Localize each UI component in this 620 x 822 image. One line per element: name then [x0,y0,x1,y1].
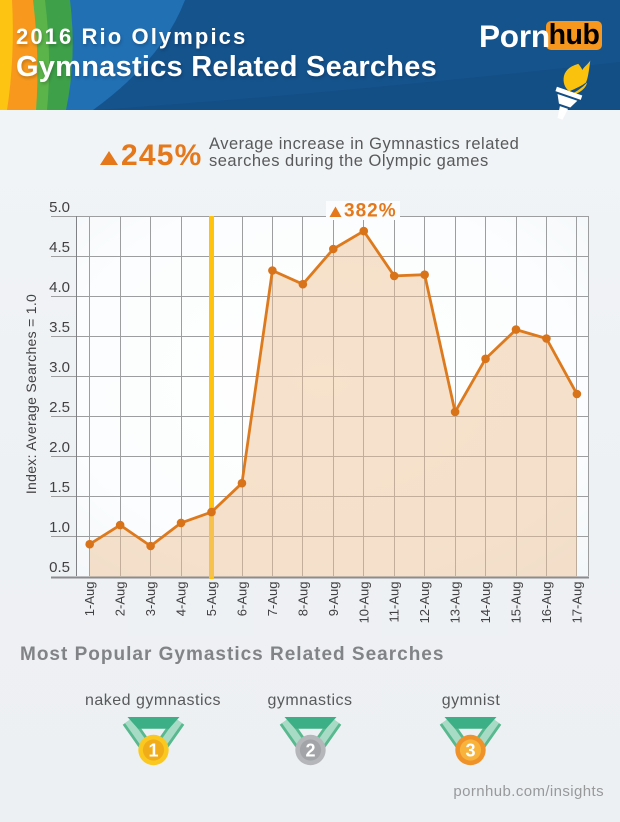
svg-text:2: 2 [305,741,315,761]
svg-text:6-Aug: 6-Aug [234,582,249,617]
svg-text:17-Aug: 17-Aug [569,582,584,624]
svg-text:9-Aug: 9-Aug [326,582,341,617]
svg-text:7-Aug: 7-Aug [265,582,280,617]
svg-text:5-Aug: 5-Aug [204,582,219,617]
svg-text:3.5: 3.5 [49,319,70,336]
svg-text:8-Aug: 8-Aug [295,582,310,617]
svg-text:2.5: 2.5 [49,399,70,416]
svg-text:4-Aug: 4-Aug [174,582,189,617]
svg-text:1.5: 1.5 [49,479,70,496]
svg-text:12-Aug: 12-Aug [417,582,432,624]
svg-text:382%: 382% [344,201,397,222]
svg-text:16-Aug: 16-Aug [539,582,554,624]
svg-text:11-Aug: 11-Aug [387,582,402,623]
svg-text:2.0: 2.0 [49,439,70,456]
svg-text:1: 1 [148,741,158,761]
svg-text:10-Aug: 10-Aug [356,582,371,624]
svg-text:4.0: 4.0 [49,279,70,296]
svg-text:0.5: 0.5 [49,559,70,576]
svg-text:4.5: 4.5 [49,239,70,256]
svg-text:1.0: 1.0 [49,519,70,536]
svg-text:5.0: 5.0 [49,199,70,216]
svg-text:14-Aug: 14-Aug [478,582,493,624]
svg-text:3: 3 [465,741,475,761]
svg-text:1-Aug: 1-Aug [82,582,97,617]
svg-text:3.0: 3.0 [49,359,70,376]
svg-text:Index: Average Searches = 1.0: Index: Average Searches = 1.0 [23,294,39,494]
svg-text:13-Aug: 13-Aug [448,582,463,624]
svg-text:3-Aug: 3-Aug [143,582,158,617]
svg-text:15-Aug: 15-Aug [509,582,524,624]
svg-text:2-Aug: 2-Aug [113,582,128,617]
